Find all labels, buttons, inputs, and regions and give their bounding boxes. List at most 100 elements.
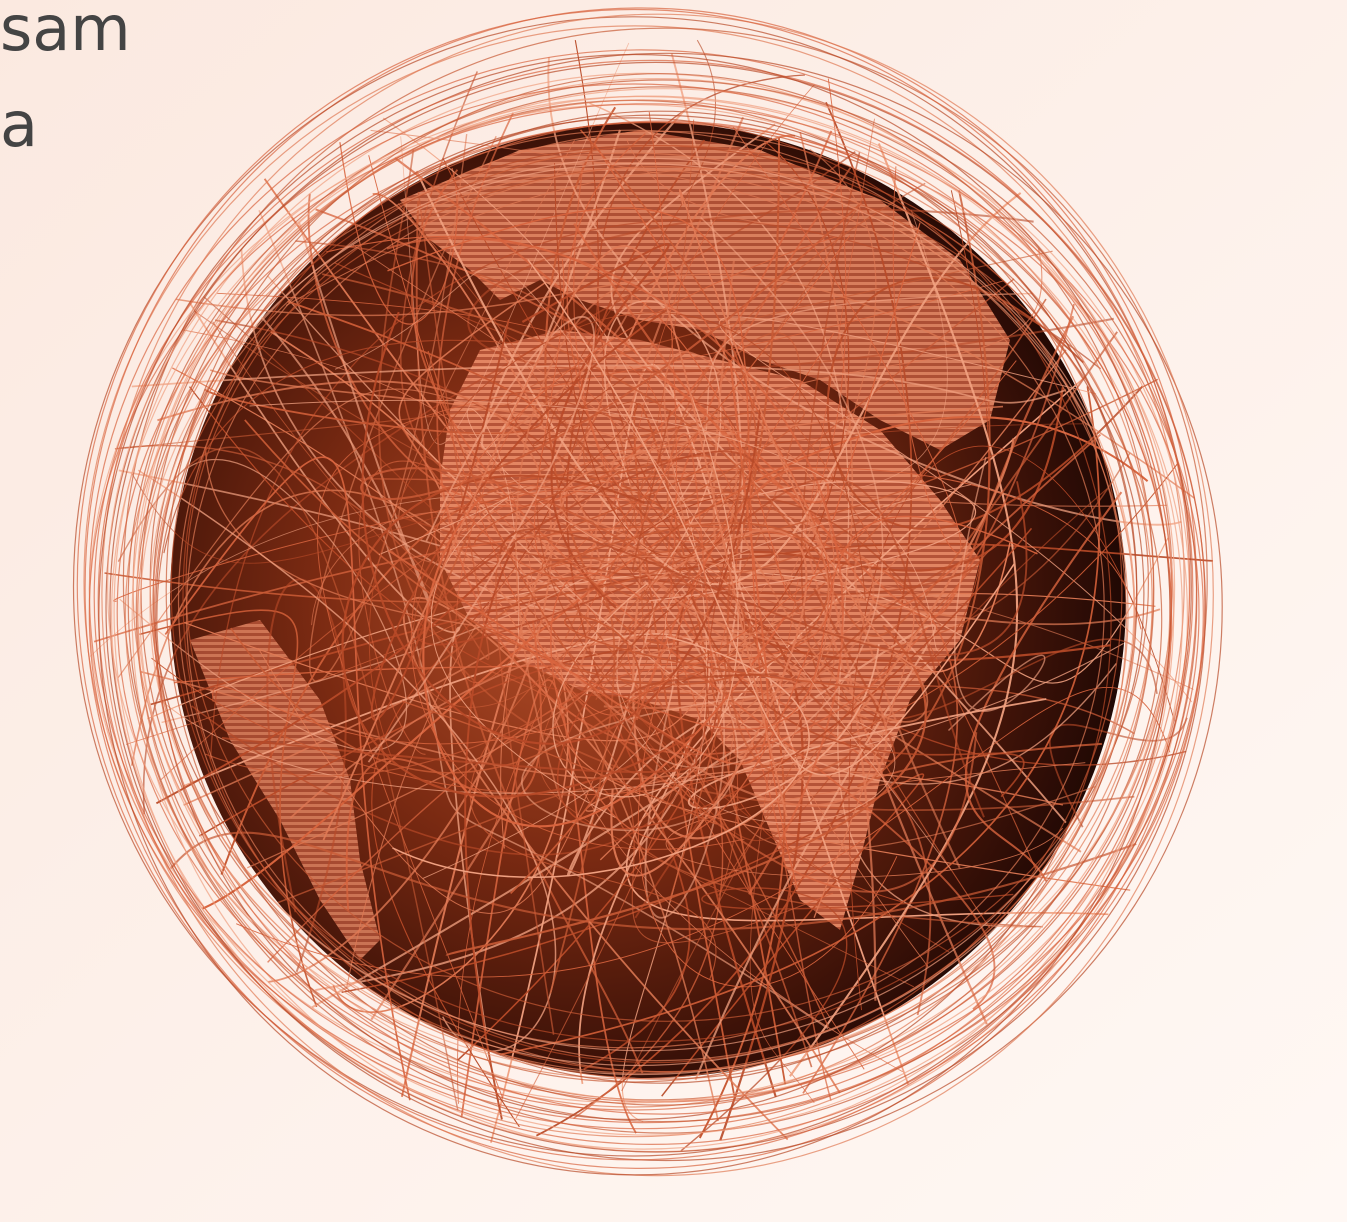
wire-loop [122, 27, 1208, 1134]
continent-america [190, 620, 380, 960]
wire [266, 275, 1117, 785]
wire-loop [185, 144, 1150, 1022]
wire [481, 108, 686, 450]
wire [649, 480, 976, 602]
wire [678, 189, 1011, 673]
wire [510, 615, 886, 895]
wire [230, 627, 727, 901]
wire-loop [165, 73, 1155, 1106]
wire [632, 409, 942, 626]
wire [212, 203, 652, 691]
wire [357, 163, 701, 543]
wire [595, 464, 747, 701]
wire [789, 143, 1019, 1077]
wire-loop [101, 13, 1214, 1177]
wire [322, 273, 1118, 638]
wire [573, 223, 830, 721]
wire [473, 455, 713, 545]
wire [198, 647, 719, 1061]
wire [522, 641, 978, 893]
wire [119, 459, 407, 752]
wire [495, 504, 884, 1035]
wire [418, 520, 616, 994]
wire [455, 383, 615, 684]
wire [158, 642, 1124, 794]
wire [164, 456, 411, 1101]
wire [559, 477, 985, 818]
wire [369, 312, 866, 758]
wire [534, 235, 851, 567]
wire [538, 119, 915, 988]
wire [236, 686, 1171, 978]
wire [311, 624, 936, 1081]
wire [603, 529, 808, 877]
wire-loop [185, 166, 1129, 1062]
wire [397, 139, 1194, 690]
wire [147, 537, 1169, 720]
wire-loop [106, 95, 1176, 1076]
wire [417, 450, 761, 646]
wire [603, 555, 961, 869]
wire [392, 635, 810, 878]
wire [131, 489, 719, 1122]
wire-loop [72, 16, 1192, 1157]
wire [500, 430, 835, 849]
wire-loop [139, 162, 1136, 1067]
wire [663, 351, 830, 643]
text-line: sam [0, 0, 131, 65]
wire-loop [152, 168, 1105, 1049]
wire [157, 380, 553, 983]
wire [142, 151, 856, 815]
wire [527, 259, 1015, 776]
wire-loop [88, 103, 1204, 1124]
wire [311, 511, 636, 626]
wire-loop [155, 117, 1112, 1121]
wire [386, 237, 844, 895]
wire-loop [76, 8, 1191, 1161]
wire [317, 280, 1005, 1099]
wire [498, 481, 1028, 657]
wire [334, 267, 952, 871]
wire [541, 398, 896, 763]
wire [589, 102, 1036, 928]
wire [360, 202, 863, 602]
wire [367, 316, 595, 763]
wire [378, 148, 1135, 811]
wire-loop [97, 59, 1206, 1146]
wire [521, 243, 670, 609]
wire [550, 572, 810, 841]
wire [732, 126, 962, 554]
wire [410, 236, 837, 850]
wire [387, 207, 799, 890]
wire-loop [98, 53, 1171, 1176]
wire-loop [83, 25, 1185, 1138]
wire-loop [182, 110, 1138, 1084]
text-line: a [0, 88, 38, 161]
wire [137, 469, 557, 1052]
wire [322, 244, 788, 841]
wire [964, 491, 1123, 882]
wire [848, 445, 1175, 1011]
wire [719, 618, 1111, 1141]
wire [415, 200, 644, 1074]
wire [204, 300, 543, 435]
wire [400, 425, 715, 684]
wire [567, 599, 707, 877]
wire [163, 262, 519, 554]
wire [221, 673, 779, 774]
wire-loop [149, 157, 1135, 1052]
wire [665, 762, 1086, 878]
wire [398, 281, 547, 558]
wire [690, 596, 1025, 798]
wire [183, 592, 1156, 742]
wire [632, 438, 1015, 840]
wire [947, 456, 1046, 732]
wire [209, 219, 1102, 760]
wire-tangle [72, 7, 1223, 1177]
wire [559, 405, 1004, 552]
wire-loop [127, 79, 1198, 1123]
wire-loop [105, 61, 1207, 1153]
wire [345, 620, 543, 911]
